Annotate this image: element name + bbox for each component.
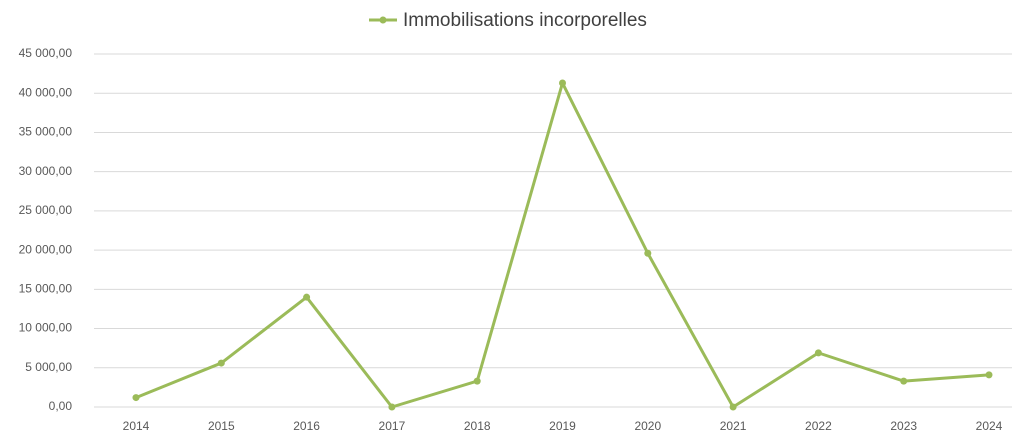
- legend-label: Immobilisations incorporelles: [403, 10, 647, 31]
- point: [132, 394, 140, 402]
- y-tick-label: 5 000,00: [25, 360, 72, 374]
- point: [473, 377, 481, 385]
- point: [559, 79, 566, 87]
- x-tick-label: 2022: [805, 419, 832, 433]
- x-tick-label: 2017: [379, 419, 406, 433]
- x-tick-label: 2014: [123, 419, 150, 433]
- point: [217, 359, 225, 367]
- y-tick-label: 45 000,00: [19, 46, 73, 60]
- series-line: [135, 81, 990, 409]
- x-tick-label: 2018: [464, 419, 491, 433]
- y-tick-label: 20 000,00: [19, 242, 73, 256]
- y-tick-label: 30 000,00: [19, 164, 73, 178]
- point: [729, 403, 737, 411]
- point: [814, 349, 822, 357]
- point: [644, 249, 652, 257]
- y-tick-label: 15 000,00: [19, 282, 73, 296]
- point: [985, 371, 993, 379]
- point: [388, 403, 396, 411]
- x-tick-label: 2024: [976, 419, 1003, 433]
- legend-marker: [379, 16, 387, 24]
- y-tick-label: 10 000,00: [19, 321, 73, 335]
- y-tick-label: 0,00: [49, 399, 73, 413]
- x-tick-label: 2016: [293, 419, 320, 433]
- y-tick-label: 35 000,00: [19, 125, 73, 139]
- point: [303, 293, 311, 301]
- x-tick-label: 2020: [634, 419, 661, 433]
- x-tick-label: 2023: [890, 419, 917, 433]
- x-tick-label: 2015: [208, 419, 235, 433]
- x-tick-label: 2021: [720, 419, 747, 433]
- y-tick-label: 25 000,00: [19, 203, 73, 217]
- point: [900, 377, 908, 385]
- y-tick-label: 40 000,00: [19, 85, 73, 99]
- x-tick-label: 2019: [549, 419, 576, 433]
